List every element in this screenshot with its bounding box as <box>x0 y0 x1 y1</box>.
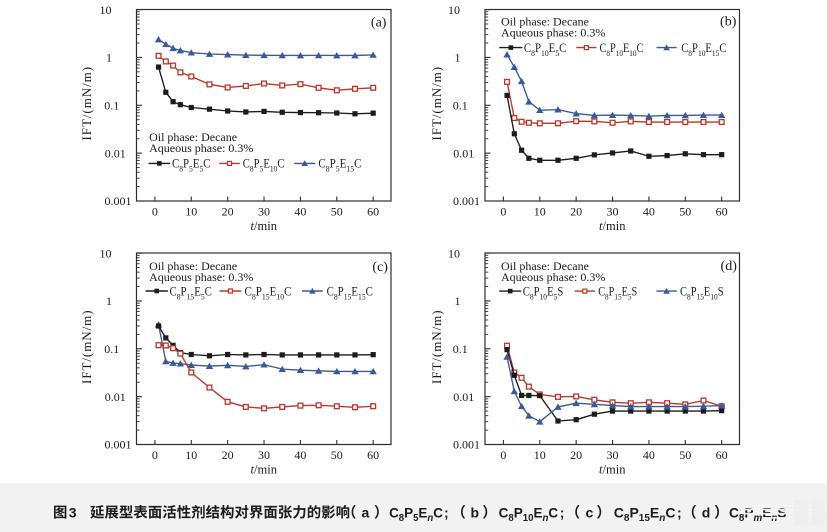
svg-text:40: 40 <box>294 448 306 462</box>
svg-text:10: 10 <box>448 3 460 17</box>
svg-text:10: 10 <box>100 3 112 17</box>
svg-text:40: 40 <box>643 448 655 462</box>
svg-text:1: 1 <box>455 294 461 308</box>
svg-text:0: 0 <box>152 205 158 219</box>
svg-text:0: 0 <box>152 448 158 462</box>
svg-text:60: 60 <box>716 448 728 462</box>
svg-text:(d): (d) <box>721 259 738 274</box>
svg-text:0.1: 0.1 <box>104 342 119 356</box>
svg-text:(b): (b) <box>720 15 737 30</box>
svg-text:a: a <box>362 504 370 520</box>
svg-text:C8P5E10C: C8P5E10C <box>243 157 285 174</box>
svg-text:C8P10EnC: C8P10EnC <box>499 505 559 524</box>
svg-text:C8P10E10C: C8P10E10C <box>600 42 644 58</box>
svg-text:0.001: 0.001 <box>453 438 480 452</box>
svg-text:50: 50 <box>679 448 691 462</box>
svg-text:10: 10 <box>100 246 112 260</box>
svg-text:10: 10 <box>185 448 197 462</box>
svg-text:20: 20 <box>222 448 234 462</box>
svg-text:40: 40 <box>643 205 655 219</box>
svg-text:30: 30 <box>258 205 270 219</box>
svg-text:30: 30 <box>607 448 619 462</box>
svg-text:0: 0 <box>500 205 506 219</box>
svg-text:(a): (a) <box>371 16 387 31</box>
svg-text:20: 20 <box>222 205 234 219</box>
svg-text:Aqueous phase: 0.3%: Aqueous phase: 0.3% <box>149 270 253 284</box>
svg-text:C8P5E15C: C8P5E15C <box>318 157 361 174</box>
svg-text:(c): (c) <box>372 260 388 275</box>
svg-text:30: 30 <box>258 448 270 462</box>
svg-text:IFT/(mN/m): IFT/(mN/m) <box>79 66 94 141</box>
svg-text:;: ; <box>560 504 565 520</box>
svg-text:20: 20 <box>570 205 582 219</box>
svg-text:C8P5EnC: C8P5EnC <box>389 505 443 524</box>
svg-text:C8P15E5S: C8P15E5S <box>598 286 637 302</box>
svg-text:Oil phase: Decane: Oil phase: Decane <box>149 130 237 144</box>
svg-text:t/min: t/min <box>599 219 626 233</box>
svg-text:10: 10 <box>185 205 197 219</box>
svg-text:C8P5E5C: C8P5E5C <box>172 157 211 174</box>
svg-text:C8P15E15C: C8P15E15C <box>327 285 374 302</box>
svg-text:0.001: 0.001 <box>453 194 480 208</box>
svg-text:10: 10 <box>534 205 546 219</box>
svg-text:C8P10E15C: C8P10E15C <box>681 41 727 58</box>
svg-text:50: 50 <box>679 205 691 219</box>
svg-text:0.001: 0.001 <box>105 194 132 208</box>
svg-text:30: 30 <box>607 205 619 219</box>
svg-text:b: b <box>471 504 480 520</box>
svg-text:0.01: 0.01 <box>453 146 474 160</box>
svg-text:Oil phase: Decane: Oil phase: Decane <box>501 15 589 29</box>
svg-text:50: 50 <box>331 205 343 219</box>
svg-text:Oil phase: Decane: Oil phase: Decane <box>149 259 237 273</box>
svg-text:;: ; <box>677 504 682 520</box>
svg-text:d: d <box>702 504 711 520</box>
svg-text:C8P10E5C: C8P10E5C <box>524 41 567 58</box>
svg-text:1: 1 <box>455 51 461 65</box>
svg-text:t/min: t/min <box>251 219 278 233</box>
svg-text:Aqueous phase: 0.3%: Aqueous phase: 0.3% <box>149 141 253 155</box>
svg-text:1: 1 <box>106 51 112 65</box>
svg-text:IFT/(mN/m): IFT/(mN/m) <box>429 66 444 141</box>
svg-text:0.01: 0.01 <box>105 146 126 160</box>
svg-text:0: 0 <box>500 448 506 462</box>
svg-text:0.1: 0.1 <box>453 99 468 113</box>
svg-text:;: ; <box>444 504 449 520</box>
svg-text:C8P15E5C: C8P15E5C <box>170 285 213 302</box>
svg-text:20: 20 <box>570 448 582 462</box>
svg-text:60: 60 <box>367 448 379 462</box>
svg-text:C8P15E10C: C8P15E10C <box>245 284 292 302</box>
svg-text:IFT/(mN/m): IFT/(mN/m) <box>429 310 444 385</box>
svg-text:0.1: 0.1 <box>104 99 119 113</box>
svg-text:50: 50 <box>331 448 343 462</box>
svg-text:0.01: 0.01 <box>105 390 126 404</box>
svg-text:10: 10 <box>448 246 460 260</box>
svg-text:C8P15E10S: C8P15E10S <box>680 286 724 302</box>
svg-text:Aqueous phase: 0.3%: Aqueous phase: 0.3% <box>501 26 605 40</box>
svg-text:3: 3 <box>69 504 77 520</box>
svg-text:t/min: t/min <box>251 463 278 477</box>
svg-text:Oil phase: Decane: Oil phase: Decane <box>501 259 589 273</box>
svg-text:0.1: 0.1 <box>453 342 468 356</box>
svg-text:t/min: t/min <box>599 463 626 477</box>
svg-text:c: c <box>586 504 594 520</box>
svg-text:1: 1 <box>106 294 112 308</box>
svg-text:Aqueous phase: 0.3%: Aqueous phase: 0.3% <box>501 270 605 284</box>
svg-text:C8P15EnC: C8P15EnC <box>614 504 676 524</box>
svg-text:60: 60 <box>716 205 728 219</box>
svg-text:40: 40 <box>294 205 306 219</box>
svg-text:0.001: 0.001 <box>105 438 132 452</box>
svg-text:10: 10 <box>534 448 546 462</box>
svg-text:C8P10E5S: C8P10E5S <box>523 285 564 302</box>
svg-text:60: 60 <box>367 205 379 219</box>
svg-text:IFT/(mN/m): IFT/(mN/m) <box>79 310 94 385</box>
svg-text:0.01: 0.01 <box>453 390 474 404</box>
